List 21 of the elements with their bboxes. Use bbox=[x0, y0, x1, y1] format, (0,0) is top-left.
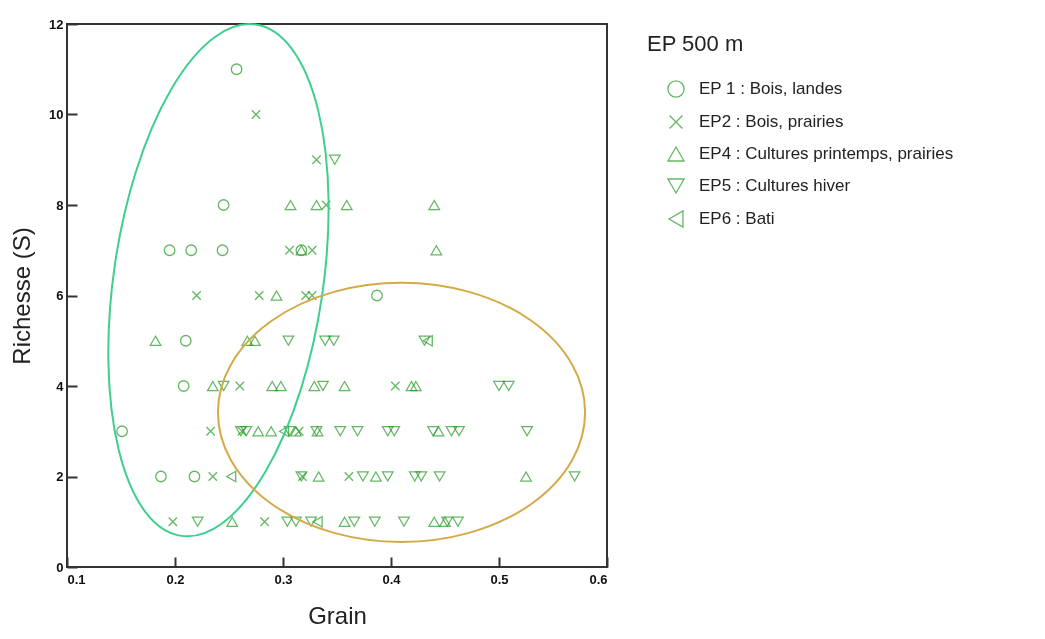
legend-label: EP5 : Cultures hiver bbox=[699, 176, 851, 195]
legend-label: EP4 : Cultures printemps, prairies bbox=[699, 144, 954, 163]
legend-label: EP 1 : Bois, landes bbox=[699, 79, 843, 98]
y-tick-label: 2 bbox=[56, 469, 64, 484]
x-axis-title: Grain bbox=[308, 601, 367, 629]
y-tick-label: 4 bbox=[56, 378, 65, 394]
legend-title: EP 500 m bbox=[647, 31, 744, 56]
legend-label: EP6 : Bati bbox=[699, 209, 775, 228]
x-tick-label: 0.6 bbox=[589, 571, 608, 587]
x-tick-label: 0.1 bbox=[67, 571, 86, 587]
y-tick-label: 8 bbox=[56, 197, 64, 213]
y-tick-label: 12 bbox=[49, 16, 64, 32]
y-tick-label: 0 bbox=[56, 559, 64, 575]
y-tick-label: 6 bbox=[56, 288, 64, 303]
x-tick-label: 0.4 bbox=[382, 571, 402, 587]
x-tick-label: 0.3 bbox=[274, 571, 293, 587]
legend-label: EP2 : Bois, prairies bbox=[699, 112, 844, 131]
x-tick-label: 0.5 bbox=[490, 571, 509, 587]
x-tick-label: 0.2 bbox=[166, 571, 185, 587]
y-tick-label: 10 bbox=[49, 107, 64, 122]
y-axis-title: Richesse (S) bbox=[8, 227, 36, 365]
